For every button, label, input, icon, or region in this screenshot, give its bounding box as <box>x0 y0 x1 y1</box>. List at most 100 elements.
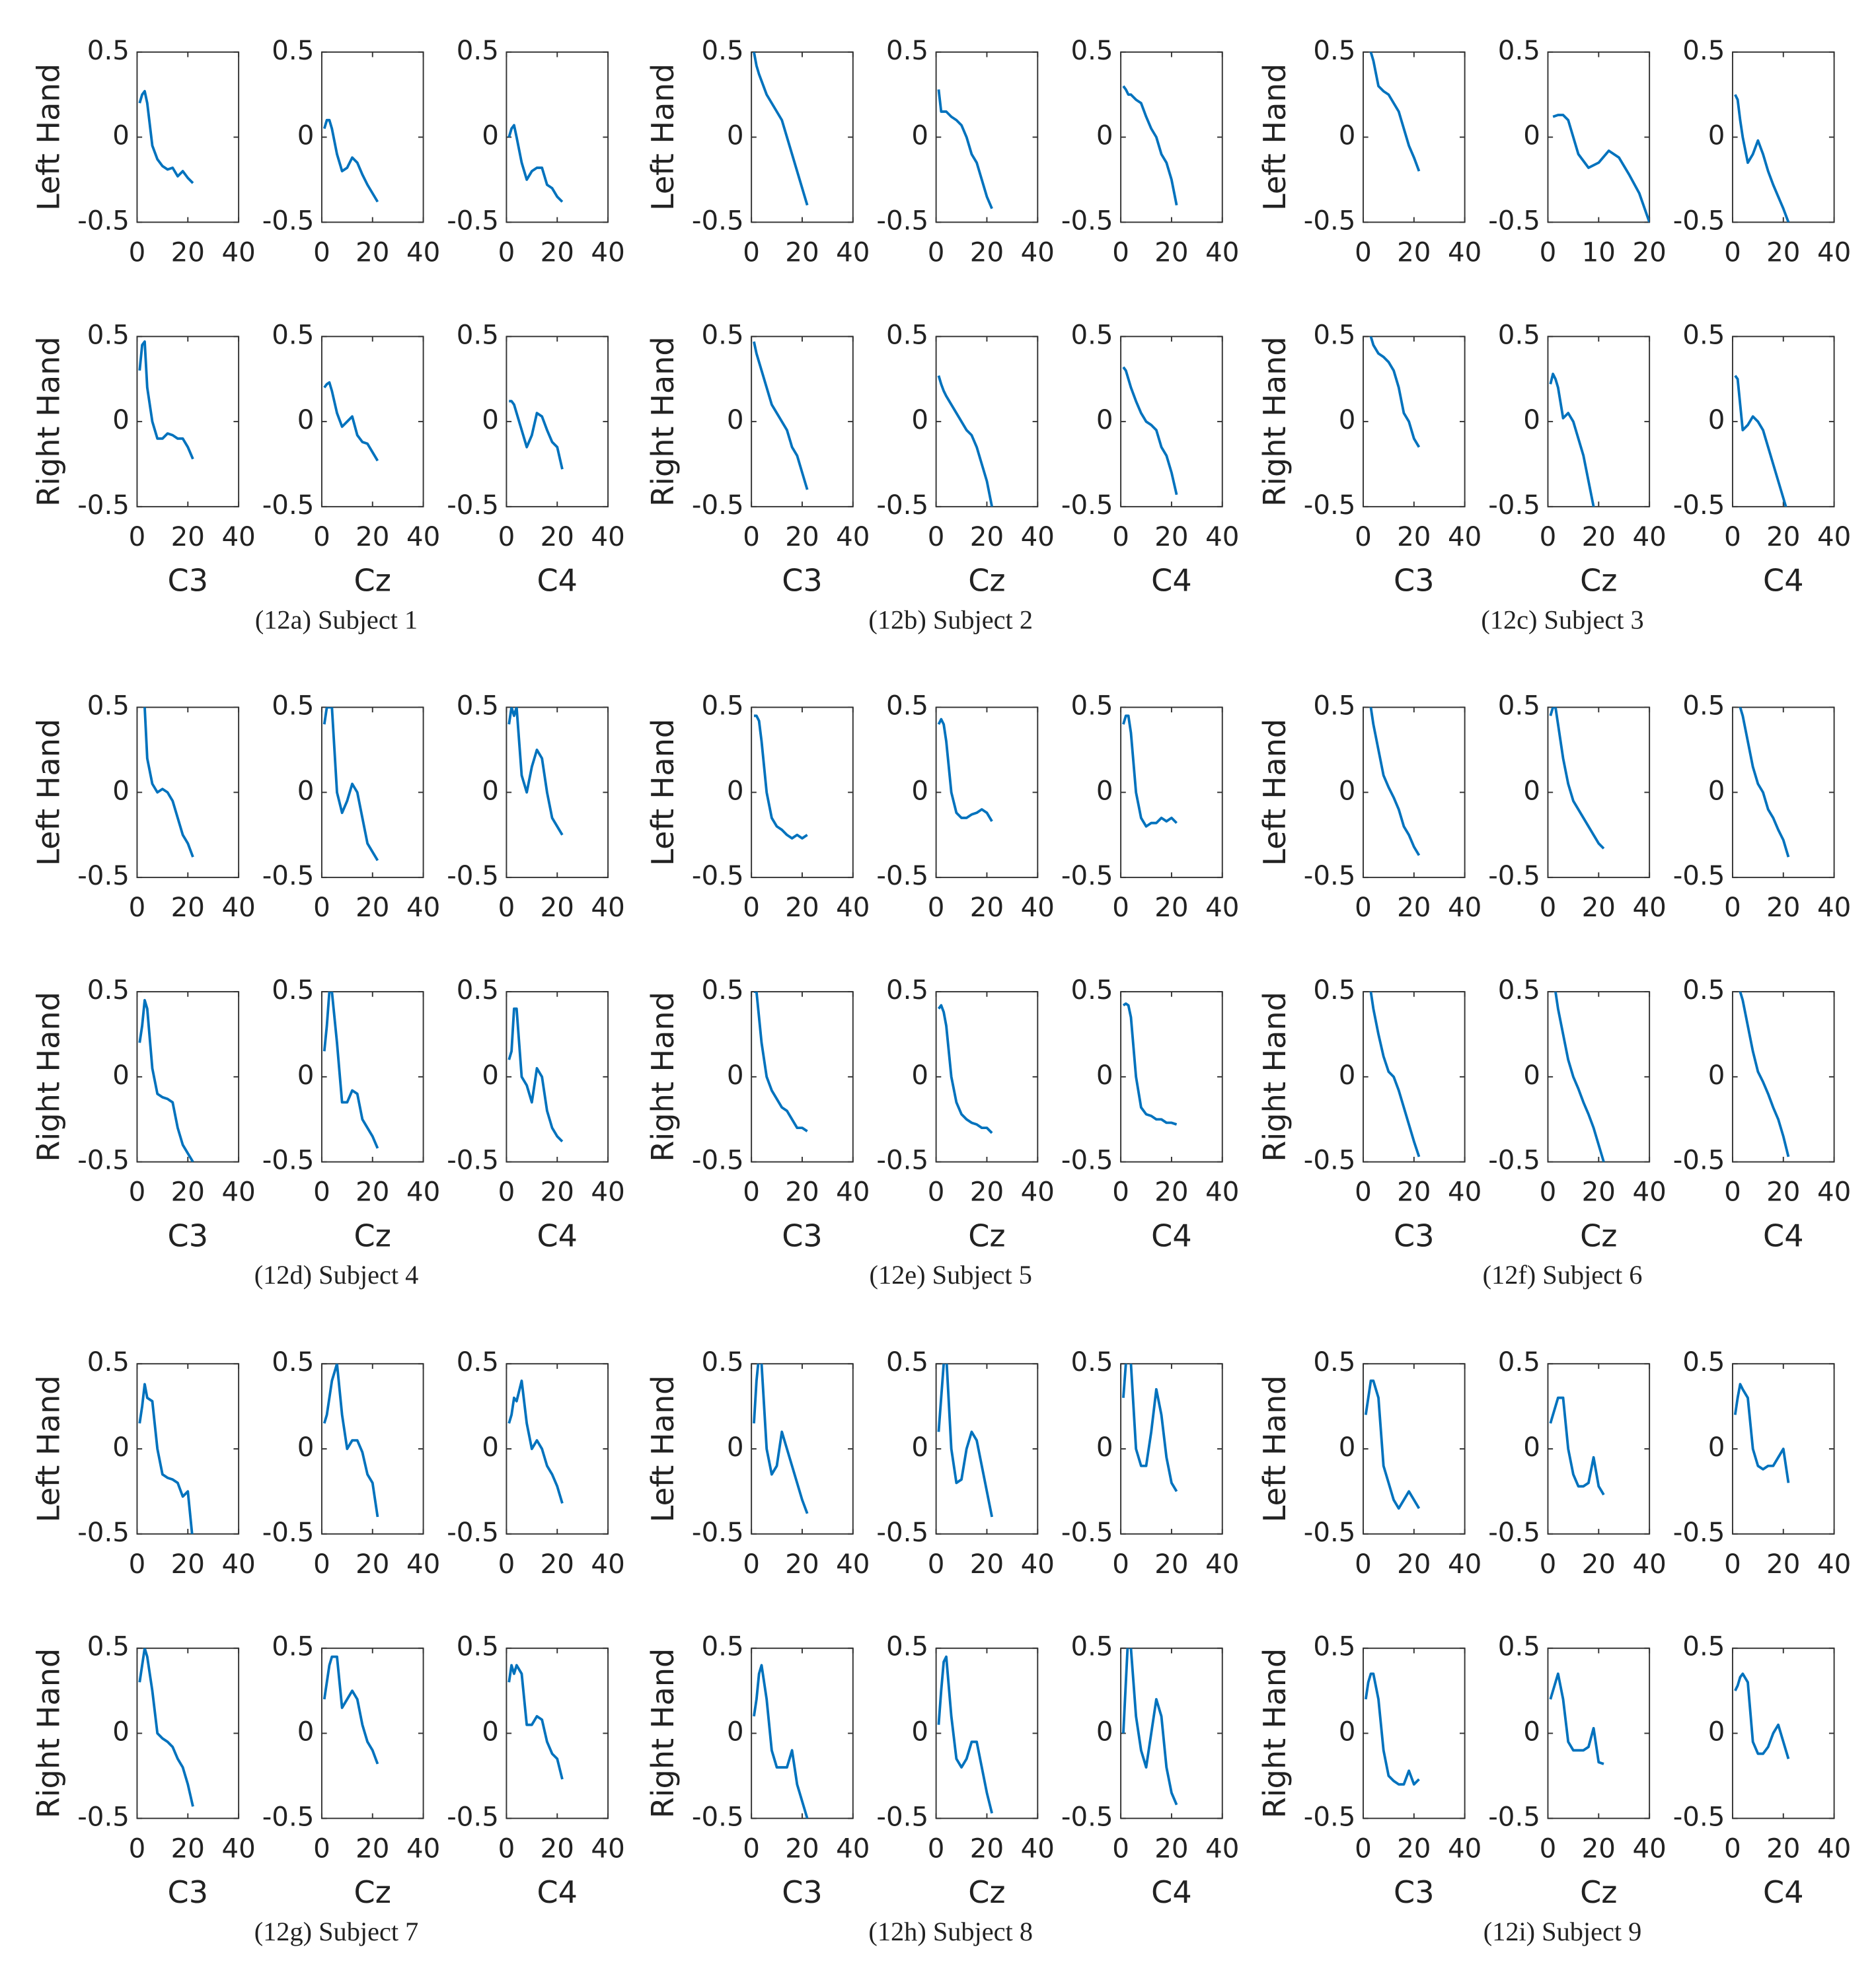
row-label: Right Hand <box>645 1648 681 1819</box>
x-tick-label: 0 <box>129 1177 146 1208</box>
y-tick-label: 0 <box>911 1432 928 1463</box>
data-line <box>138 1648 194 1807</box>
axes-box <box>136 1647 240 1820</box>
column-label: C4 <box>1763 1218 1804 1253</box>
x-tick-label: 40 <box>406 892 440 923</box>
data-line <box>1552 114 1650 223</box>
x-tick-label: 0 <box>1112 1177 1129 1208</box>
x-tick-label: 20 <box>1397 237 1431 268</box>
column-label: C3 <box>1394 563 1435 599</box>
x-tick-label: 20 <box>1154 237 1188 268</box>
x-tick-label: 0 <box>1540 1177 1557 1208</box>
x-tick-label: 40 <box>591 521 624 552</box>
x-tick-label: 40 <box>1817 1177 1851 1208</box>
y-tick-label: 0 <box>1096 404 1113 435</box>
data-line <box>1554 992 1605 1162</box>
x-tick-label: 40 <box>1021 1177 1055 1208</box>
y-tick-label: 0.5 <box>87 975 130 1006</box>
y-tick-label: 0.5 <box>1313 1346 1355 1378</box>
y-tick-label: -0.5 <box>1488 1517 1540 1548</box>
axes-box <box>751 51 854 223</box>
data-line <box>937 1364 994 1518</box>
y-tick-label: 0 <box>297 1060 315 1091</box>
data-line <box>937 89 993 209</box>
x-tick-label: 20 <box>1766 521 1800 552</box>
data-line <box>1369 52 1421 172</box>
x-tick-label: 20 <box>1154 1549 1188 1580</box>
y-tick-label: 0 <box>1096 1432 1113 1463</box>
y-tick-label: 0 <box>1096 1060 1113 1091</box>
x-tick-label: 0 <box>1540 1833 1557 1864</box>
y-tick-label: 0.5 <box>1070 1631 1113 1662</box>
x-tick-label: 0 <box>498 521 515 552</box>
y-tick-label: 0.5 <box>1313 35 1355 66</box>
axes-box <box>1731 1647 1835 1820</box>
x-tick-label: 20 <box>541 1833 574 1864</box>
y-tick-label: 0.5 <box>1682 1346 1725 1378</box>
y-tick-label: -0.5 <box>1061 860 1113 891</box>
data-line <box>753 1664 809 1819</box>
y-tick-label: 0.5 <box>457 1631 499 1662</box>
x-tick-label: 0 <box>1355 892 1372 923</box>
axes-box <box>1363 991 1466 1163</box>
x-tick-label: 20 <box>785 1177 819 1208</box>
axes-box <box>751 336 854 507</box>
y-tick-label: 0 <box>911 120 928 151</box>
x-tick-label: 10 <box>1582 237 1616 268</box>
x-tick-label: 20 <box>1766 1549 1800 1580</box>
data-line <box>1122 714 1178 828</box>
y-tick-label: 0 <box>1708 120 1725 151</box>
y-tick-label: -0.5 <box>1673 1517 1725 1548</box>
x-tick-label: 20 <box>1154 521 1188 552</box>
x-tick-label: 0 <box>928 521 945 552</box>
x-tick-label: 20 <box>785 1549 819 1580</box>
y-tick-label: -0.5 <box>447 1517 499 1548</box>
x-tick-label: 0 <box>928 1549 945 1580</box>
x-tick-label: 40 <box>836 1177 870 1208</box>
caption: (12g) Subject 7 <box>254 1917 419 1946</box>
y-tick-label: 0 <box>1708 404 1725 435</box>
y-tick-label: 0 <box>297 1432 315 1463</box>
column-label: C4 <box>1763 563 1804 599</box>
y-tick-label: 0 <box>112 404 130 435</box>
x-tick-label: 0 <box>498 892 515 923</box>
y-tick-label: 0.5 <box>1682 319 1725 350</box>
x-tick-label: 40 <box>1448 237 1482 268</box>
x-tick-label: 20 <box>1632 237 1666 268</box>
x-tick-label: 0 <box>313 1549 330 1580</box>
x-tick-label: 20 <box>1582 892 1616 923</box>
x-tick-label: 20 <box>785 892 819 923</box>
x-tick-label: 0 <box>1355 1833 1372 1864</box>
data-line <box>1122 1002 1178 1126</box>
y-tick-label: 0.5 <box>87 1346 130 1378</box>
axes-box <box>1547 1647 1651 1820</box>
x-tick-label: 40 <box>1021 1833 1055 1864</box>
y-tick-label: 0 <box>482 775 499 806</box>
x-tick-label: 0 <box>1724 892 1741 923</box>
axes-box <box>1547 991 1651 1163</box>
x-tick-label: 0 <box>1112 237 1129 268</box>
y-tick-label: 0.5 <box>87 690 130 721</box>
x-tick-label: 0 <box>1540 892 1557 923</box>
y-tick-label: 0.5 <box>886 975 928 1006</box>
x-tick-label: 40 <box>591 1833 624 1864</box>
axes-box <box>506 706 609 879</box>
y-tick-label: 0.5 <box>1313 690 1355 721</box>
y-tick-label: 0.5 <box>701 1631 743 1662</box>
x-tick-label: 20 <box>171 1833 205 1864</box>
x-tick-label: 40 <box>221 892 255 923</box>
y-tick-label: 0.5 <box>87 319 130 350</box>
x-tick-label: 0 <box>1112 892 1129 923</box>
x-tick-label: 40 <box>1205 1177 1239 1208</box>
y-tick-label: 0.5 <box>272 690 314 721</box>
y-tick-label: -0.5 <box>262 490 315 521</box>
y-tick-label: -0.5 <box>1061 1801 1113 1832</box>
data-line <box>138 999 194 1162</box>
y-tick-label: -0.5 <box>447 205 499 236</box>
x-tick-label: 40 <box>1205 521 1239 552</box>
x-tick-label: 20 <box>970 521 1004 552</box>
caption: (12a) Subject 1 <box>255 605 418 634</box>
y-tick-label: 0.5 <box>886 319 928 350</box>
y-tick-label: 0 <box>482 404 499 435</box>
y-tick-label: 0.5 <box>701 975 743 1006</box>
